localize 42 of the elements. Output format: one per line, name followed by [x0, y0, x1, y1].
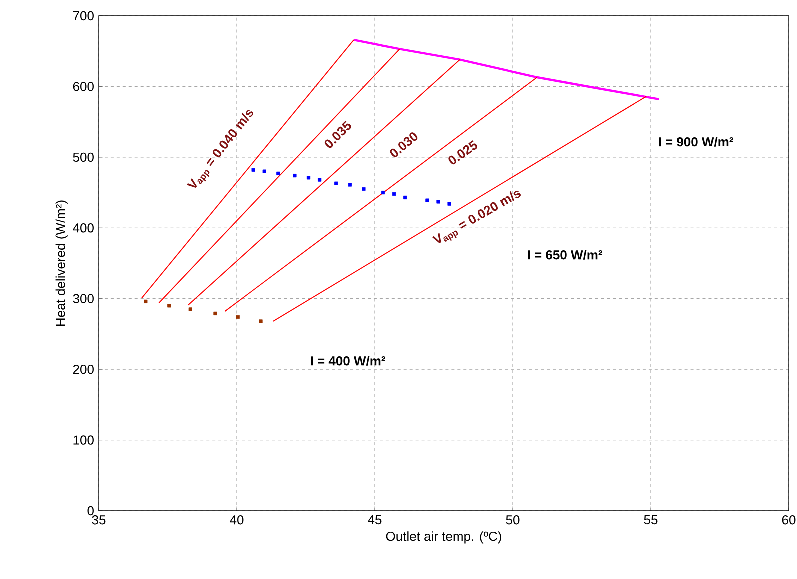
point: [276, 172, 280, 176]
point: [306, 176, 311, 180]
point: [293, 174, 297, 178]
x-tick-label: 60: [782, 516, 796, 525]
point: [259, 320, 263, 324]
x-tick-label: 55: [644, 516, 658, 525]
annotation: I = 900 W/m²: [659, 137, 734, 147]
point: [214, 312, 218, 316]
x-axis-title: Outlet air temp. (ºC): [386, 532, 502, 544]
y-tick-label: 700: [73, 11, 94, 21]
y-tick-label: 300: [73, 294, 94, 304]
point: [334, 182, 338, 186]
point: [448, 202, 452, 206]
point: [392, 192, 396, 196]
y-axis-title: Heat delivered (W/m²): [56, 200, 68, 326]
annotation: V$_{app}$ = 0.020 m/s: [432, 190, 522, 244]
x-tick-label: 45: [368, 516, 382, 525]
y-tick-label: 200: [73, 364, 94, 374]
point: [252, 168, 256, 172]
point: [236, 315, 240, 320]
point: [188, 308, 192, 312]
point: [262, 170, 266, 174]
y-tick-label: 100: [74, 436, 94, 445]
y-tick-label: 400: [73, 224, 94, 233]
annotation: I = 650 W/m²: [528, 250, 603, 260]
point: [168, 304, 172, 308]
point: [144, 300, 148, 304]
point: [404, 196, 408, 200]
point: [348, 183, 352, 187]
point: [318, 178, 322, 182]
annotation: I = 400 W/m²: [311, 356, 386, 366]
point: [362, 187, 366, 192]
point: [436, 200, 440, 204]
x-tick-label: 40: [230, 516, 244, 525]
y-tick-label: 500: [73, 152, 94, 162]
point: [381, 190, 386, 195]
y-tick-label: 0: [88, 506, 94, 516]
line-series: [352, 38, 660, 101]
x-tick-label: 50: [506, 516, 520, 525]
y-tick-label: 600: [73, 82, 94, 92]
point: [426, 198, 430, 202]
x-tick-label: 35: [92, 516, 106, 525]
